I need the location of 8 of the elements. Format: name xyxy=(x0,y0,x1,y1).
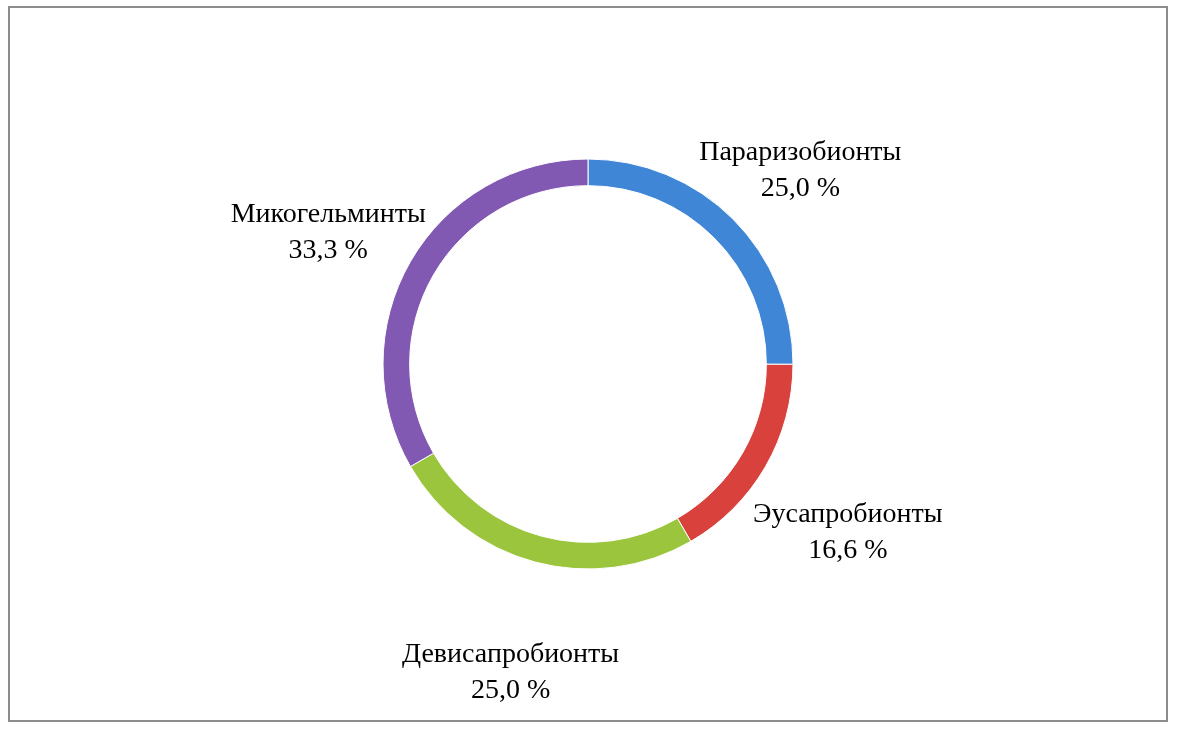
slice-label: Параризобионты xyxy=(699,135,902,167)
data-label: 16,6 % xyxy=(808,533,888,564)
data-label: 33,3 % xyxy=(288,233,368,264)
slice-label: Девисапробионты xyxy=(402,636,620,668)
slice-label: Микогельминты xyxy=(230,197,426,228)
data-label: 25,0 % xyxy=(470,672,551,704)
data-label: 25,0 % xyxy=(760,171,840,203)
slice-label: Эусапробионты xyxy=(753,497,943,528)
